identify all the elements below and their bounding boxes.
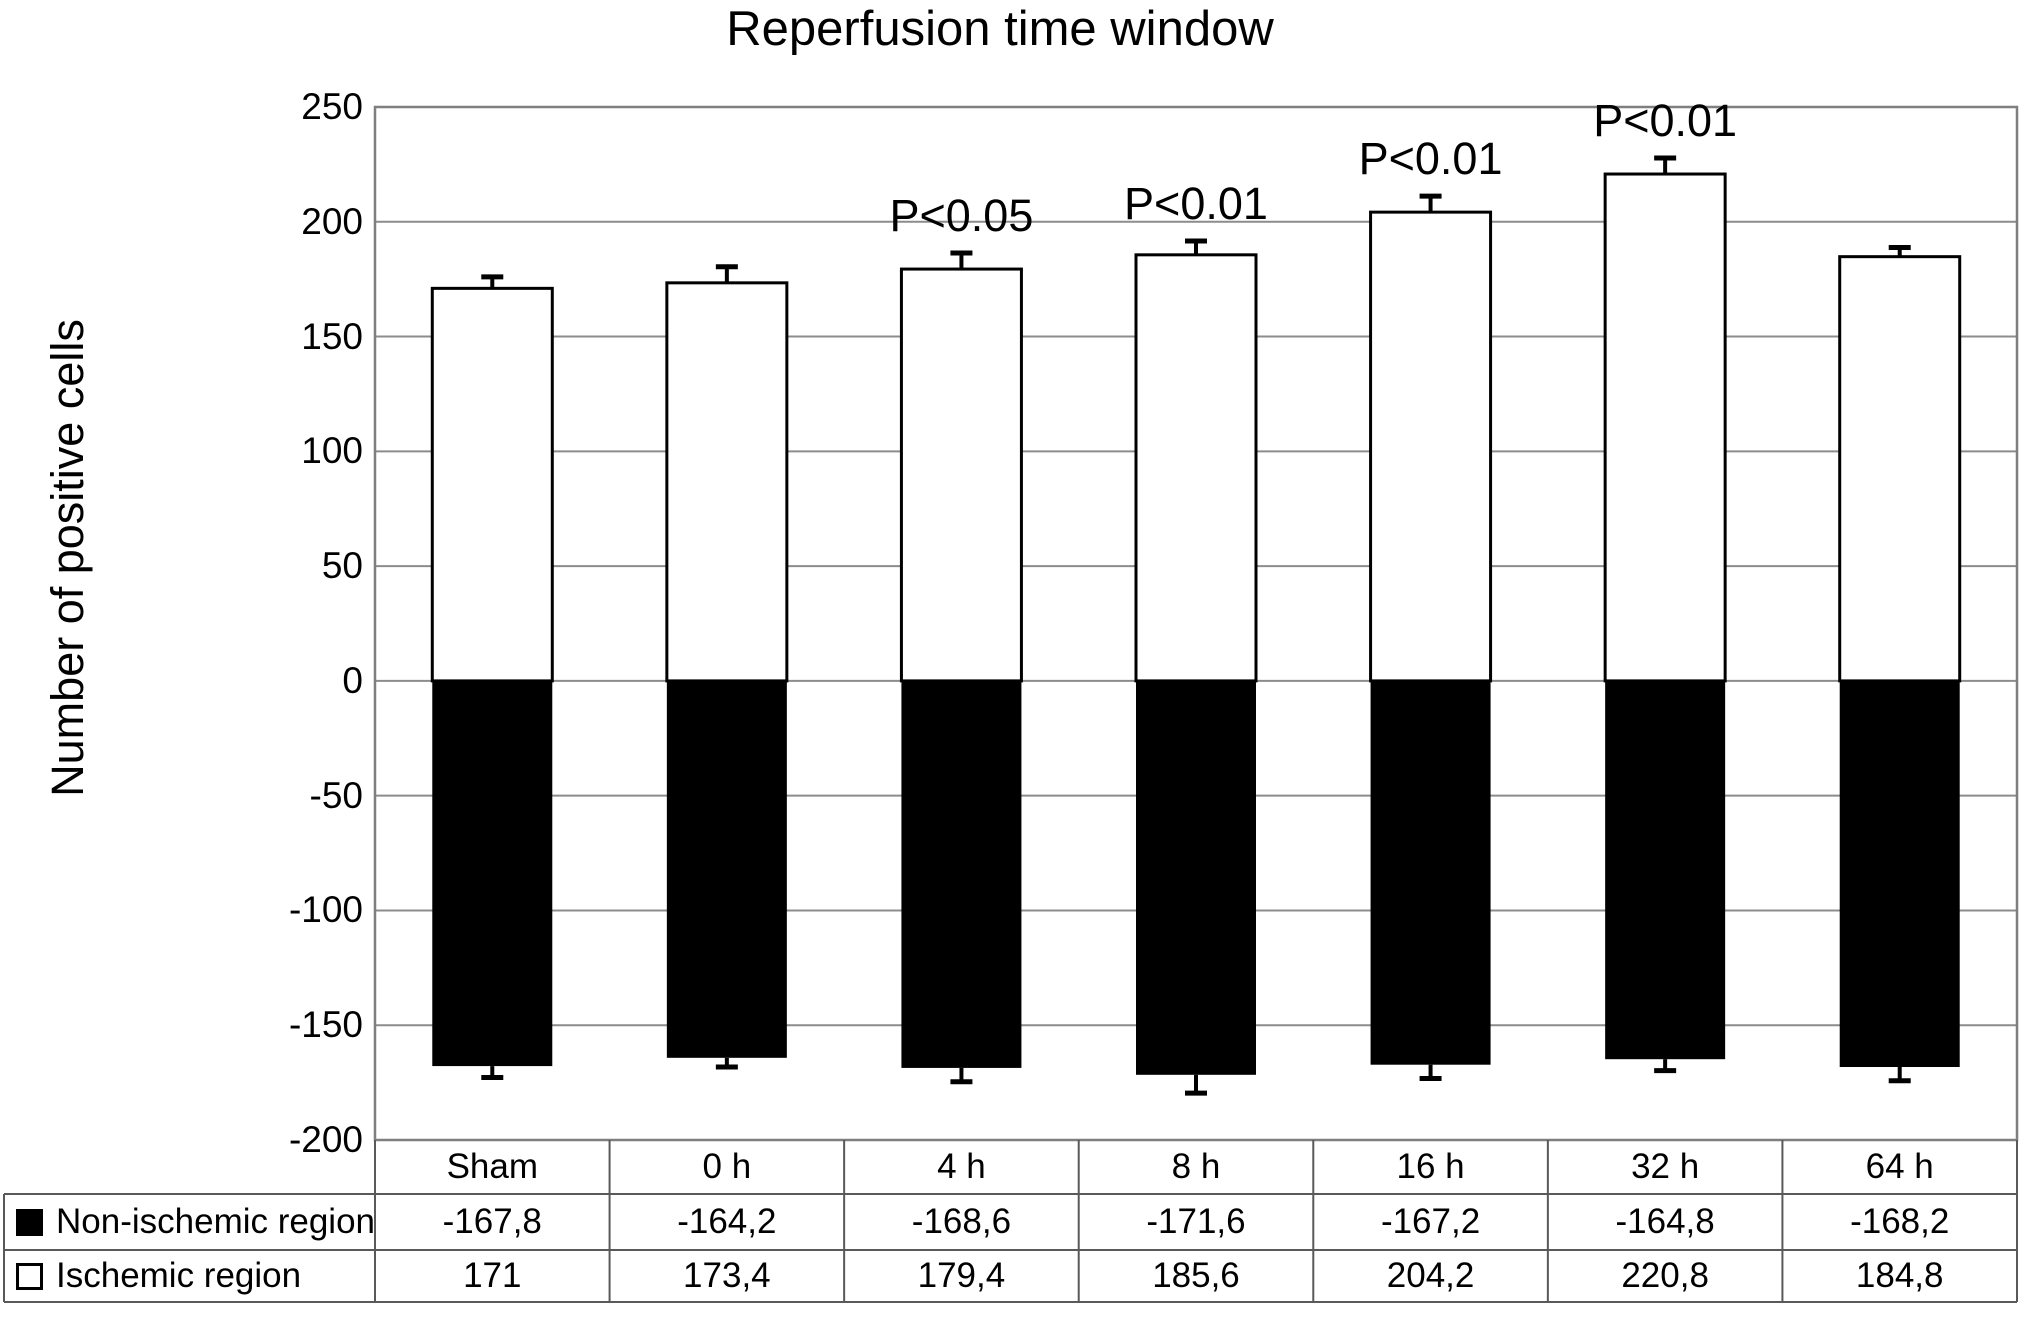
value-cell: -168,2	[1850, 1202, 1950, 1241]
value-cell: -168,6	[911, 1202, 1012, 1241]
y-tick-label: -50	[309, 774, 363, 816]
y-tick-label: 50	[321, 545, 363, 587]
value-cell: -164,2	[677, 1202, 777, 1241]
series-name-label: Non-ischemic region	[56, 1202, 376, 1241]
bar-ischemic	[1603, 172, 1727, 683]
value-cell: -167,2	[1380, 1202, 1481, 1241]
bar-non-ischemic	[1839, 680, 1960, 1068]
chart-title: Reperfusion time window	[726, 2, 1274, 56]
value-cell: 173,4	[683, 1256, 771, 1295]
series-name-label: Ischemic region	[56, 1256, 302, 1295]
bar-non-ischemic	[1136, 680, 1256, 1075]
bar-ischemic	[1134, 253, 1258, 683]
series-legend-cell: Ischemic region	[4, 1250, 375, 1302]
legend-swatch-black-icon	[16, 1208, 43, 1236]
value-cell: 204,2	[1386, 1256, 1475, 1295]
significance-label: P<0.01	[1593, 94, 1738, 146]
bar-ischemic	[1838, 255, 1962, 683]
value-cell: -164,8	[1615, 1202, 1715, 1241]
category-header-cell: 4 h	[937, 1147, 986, 1186]
plot-border	[373, 105, 2019, 1142]
category-header-cell: 64 h	[1865, 1147, 1934, 1186]
value-cell: -171,6	[1146, 1202, 1246, 1241]
significance-label: P<0.01	[1358, 133, 1503, 185]
y-tick-label: 100	[301, 430, 363, 472]
bar-non-ischemic	[901, 680, 1022, 1068]
significance-label: P<0.01	[1124, 178, 1268, 230]
bar-non-ischemic	[1370, 680, 1491, 1065]
y-tick-label: 200	[301, 200, 363, 242]
category-header-cell: 8 h	[1171, 1147, 1221, 1186]
bar-ischemic	[899, 267, 1023, 683]
value-cell: 220,8	[1621, 1256, 1709, 1295]
bar-non-ischemic	[432, 680, 553, 1067]
series-legend-cell: Non-ischemic region	[4, 1194, 375, 1250]
y-tick-label: 0	[342, 659, 363, 701]
category-header-cell: Sham	[446, 1147, 538, 1186]
category-header-cell: 16 h	[1396, 1147, 1465, 1186]
y-tick-label: 150	[301, 315, 363, 357]
value-cell: 185,6	[1152, 1256, 1240, 1295]
category-header-cell: 0 h	[702, 1147, 752, 1186]
bar-ischemic	[430, 286, 554, 683]
y-tick-label: -150	[288, 1004, 363, 1046]
y-tick-label: -200	[288, 1119, 363, 1160]
significance-label: P<0.05	[889, 189, 1034, 241]
bar-ischemic	[665, 281, 789, 683]
legend-swatch-white-icon	[16, 1262, 43, 1290]
value-cell: 171	[463, 1256, 522, 1295]
bar-non-ischemic	[666, 680, 787, 1058]
category-header-cell: 32 h	[1631, 1147, 1700, 1186]
value-cell: 179,4	[917, 1256, 1006, 1295]
bar-non-ischemic	[1605, 680, 1726, 1060]
y-tick-label: 250	[301, 86, 363, 127]
y-tick-label: -100	[288, 889, 363, 931]
value-cell: 184,8	[1855, 1256, 1944, 1295]
bar-ischemic	[1369, 210, 1493, 683]
value-cell: -167,8	[442, 1202, 542, 1241]
